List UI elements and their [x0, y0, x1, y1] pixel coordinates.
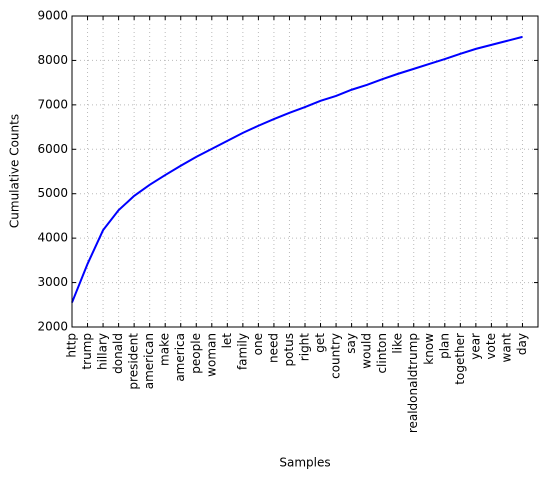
x-tick-label: right: [298, 333, 312, 361]
x-tick-label: president: [127, 333, 141, 390]
x-tick-label: clinton: [375, 333, 389, 374]
y-tick-label: 7000: [37, 97, 68, 111]
y-tick-label: 3000: [37, 275, 68, 289]
y-tick-label: 6000: [37, 142, 68, 156]
x-tick-label: together: [453, 333, 467, 385]
x-tick-label: would: [360, 333, 374, 369]
x-tick-label: plan: [437, 333, 451, 359]
x-tick-label: want: [499, 333, 513, 363]
y-tick-label: 8000: [37, 53, 68, 67]
x-tick-label: hillary: [96, 333, 110, 370]
x-tick-label: year: [468, 333, 482, 360]
x-tick-label: make: [158, 333, 172, 366]
x-tick-label: vote: [484, 333, 498, 360]
data-line: [71, 35, 523, 303]
x-tick-label: realdonaldtrump: [406, 333, 420, 433]
y-tick-label: 5000: [37, 186, 68, 200]
x-tick-label: woman: [204, 333, 218, 377]
y-axis-label: Cumulative Counts: [8, 114, 22, 228]
x-tick-label: one: [251, 333, 265, 355]
x-tick-label: country: [329, 333, 343, 379]
x-tick-label: need: [266, 333, 280, 363]
x-tick-label: america: [173, 333, 187, 382]
x-tick-label: get: [313, 333, 327, 353]
x-tick-label: http: [65, 333, 79, 358]
y-tick-label: 2000: [37, 320, 68, 334]
x-tick-label: people: [189, 333, 203, 374]
x-axis-label: Samples: [279, 456, 330, 470]
x-tick-label: day: [515, 333, 529, 355]
x-tick-label: family: [235, 333, 249, 370]
y-tick-label: 9000: [37, 9, 68, 23]
x-tick-label: potus: [282, 333, 296, 367]
x-tick-label: american: [142, 333, 156, 389]
y-tick-label: 4000: [37, 231, 68, 245]
x-tick-label: let: [220, 333, 234, 349]
x-tick-label: trump: [80, 333, 94, 370]
x-tick-label: say: [344, 333, 358, 354]
x-tick-label: donald: [111, 333, 125, 374]
x-tick-label: know: [422, 333, 436, 365]
plot-frame: [71, 15, 539, 328]
x-tick-label: like: [391, 333, 405, 354]
